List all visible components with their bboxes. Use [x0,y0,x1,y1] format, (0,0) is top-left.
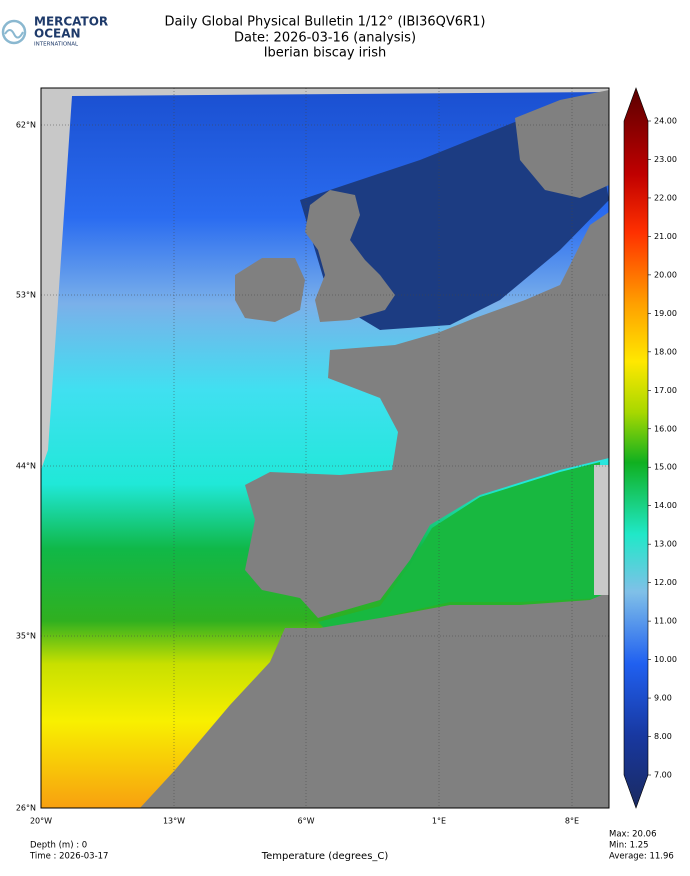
region: Iberian biscay irish [264,46,387,61]
land-africa [140,592,609,808]
colorbar-label: 8.00 [654,732,672,741]
max: Max: 20.06 [609,830,656,840]
colorbar [623,87,649,809]
mediterranean [318,462,602,634]
colorbar-label: 15.00 [654,463,677,472]
colorbar-label: 20.00 [654,270,677,279]
time: Time : 2026-03-17 [29,852,108,862]
lat-label: 44°N [16,462,36,471]
land-britain [305,190,395,322]
logo-wave [4,29,24,39]
grid [41,88,609,808]
colorbar-label: 23.00 [654,155,677,164]
lon-label: 20°W [30,817,52,826]
colorbar-label: 24.00 [654,117,677,126]
colorbar-label: 19.00 [654,309,677,318]
date: Date: 2026-03-16 (analysis) [234,31,416,46]
lon-label: 8°E [565,817,579,826]
colorbar-label: 16.00 [654,424,677,433]
colorbar-label: 22.00 [654,193,677,202]
colorbar-label: 17.00 [654,386,677,395]
land-ireland [235,258,305,322]
colorbar-label: 10.00 [654,655,677,664]
colorbar-label: 7.00 [654,771,672,780]
colorbar-label: 12.00 [654,578,677,587]
min: Min: 1.25 [609,841,649,851]
colorbar-label: 21.00 [654,232,677,241]
title: Daily Global Physical Bulletin 1/12° (IB… [165,15,486,30]
lat-label: 62°N [16,121,36,130]
variable: Temperature (degrees_C) [261,851,389,862]
map [41,88,609,808]
lat-label: 26°N [16,804,36,813]
average: Average: 11.96 [609,852,674,862]
logo-text: MERCATOR [34,15,108,29]
colorbar-label: 18.00 [654,347,677,356]
logo-text: OCEAN [34,27,81,41]
land-norway [515,90,609,198]
colorbar-label: 14.00 [654,501,677,510]
lat-label: 53°N [16,291,36,300]
logo-icon [1,19,27,45]
lon-label: 6°W [298,817,315,826]
logo-text: INTERNATIONAL [34,42,79,48]
map-frame [40,87,610,809]
depth: Depth (m) : 0 [30,841,87,851]
logo: MERCATOR OCEAN INTERNATIONAL [1,15,108,48]
lat-label: 35°N [16,632,36,641]
lon-label: 1°E [432,817,446,826]
colorbar-label: 13.00 [654,540,677,549]
colorbar-label: 11.00 [654,617,677,626]
land-europe [245,212,609,618]
colorbar-label: 9.00 [654,694,672,703]
outside-domain [594,465,609,595]
lon-label: 13°W [163,817,185,826]
